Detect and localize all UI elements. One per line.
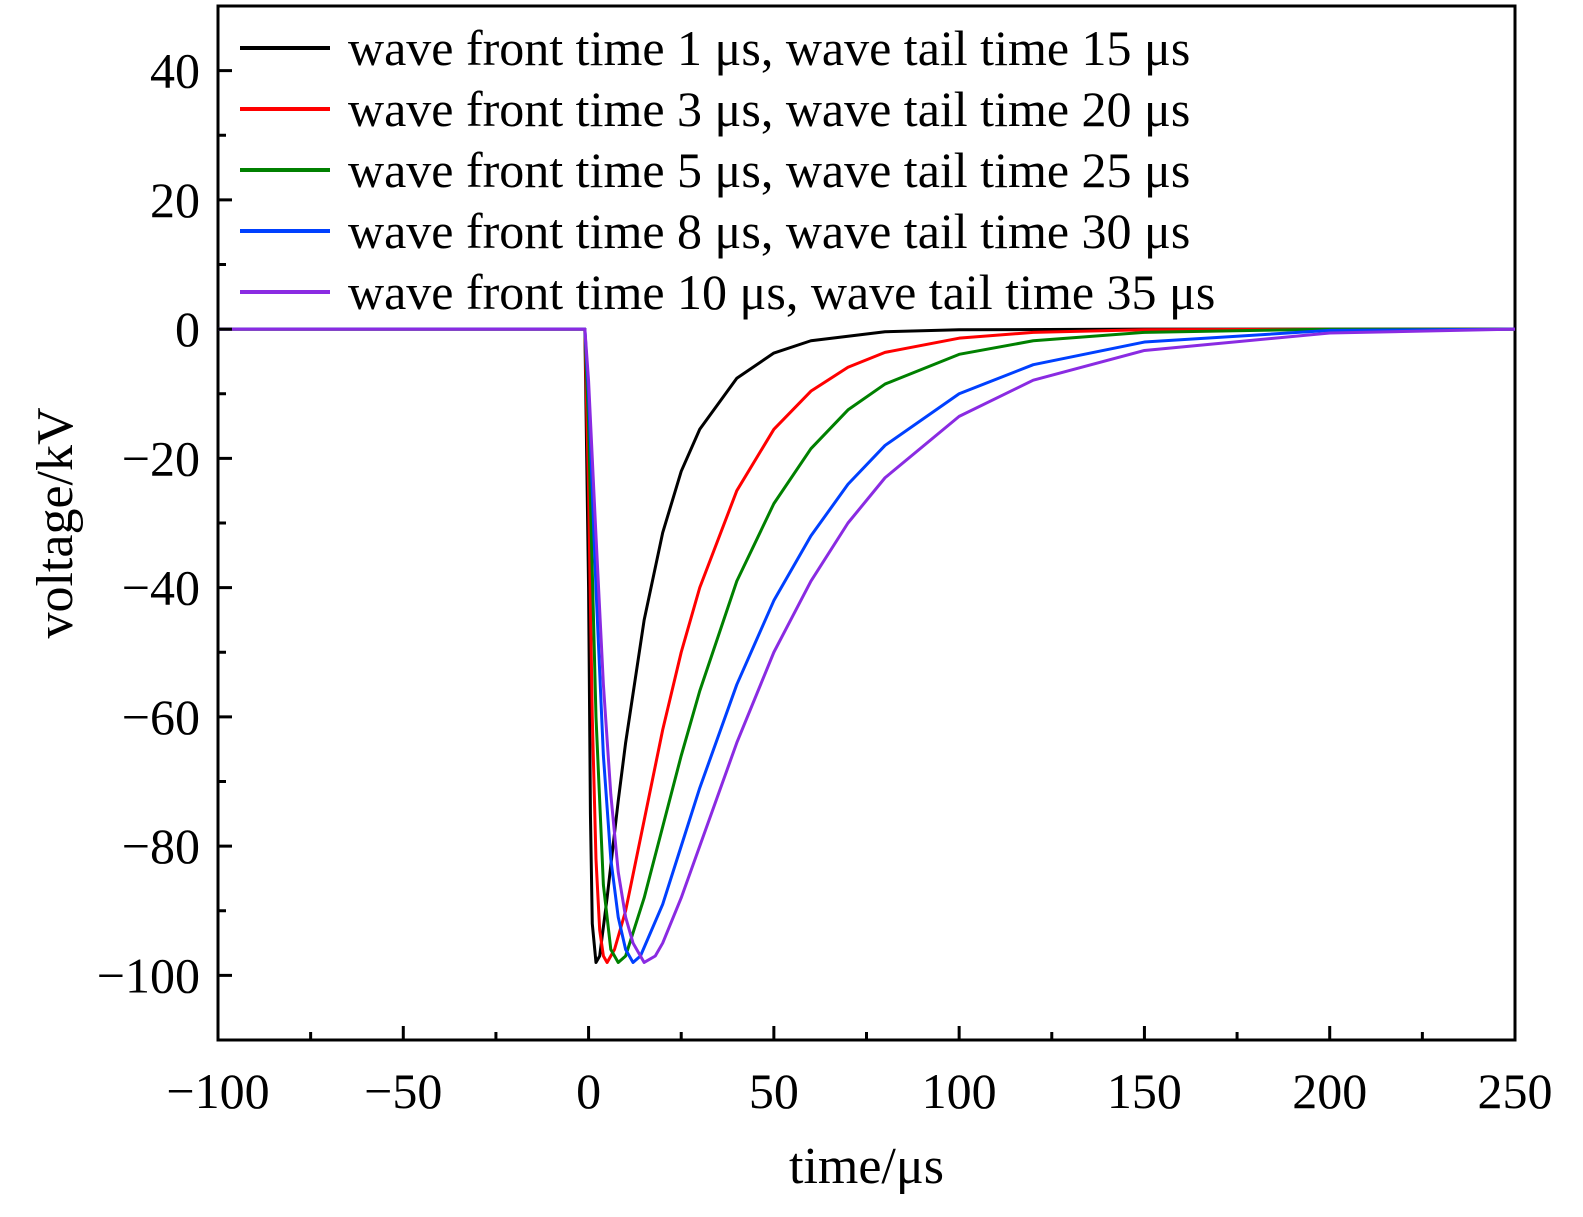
series-layer xyxy=(218,327,1516,964)
y-tick-label: 0 xyxy=(175,301,200,357)
legend-label-2: wave front time 3 μs, wave tail time 20 … xyxy=(348,81,1190,137)
x-tick-label: 250 xyxy=(1478,1063,1553,1119)
y-tick-label: −60 xyxy=(122,689,200,745)
x-axis-label: time/μs xyxy=(789,1138,944,1195)
series-line-5 xyxy=(218,327,1516,964)
legend-label-3: wave front time 5 μs, wave tail time 25 … xyxy=(348,142,1190,198)
series-line-3 xyxy=(218,327,1515,964)
x-tick-label: 50 xyxy=(749,1063,799,1119)
series-line-1 xyxy=(218,327,1515,964)
x-tick-label: 200 xyxy=(1292,1063,1367,1119)
x-tick-label: 0 xyxy=(576,1063,601,1119)
legend: wave front time 1 μs, wave tail time 15 … xyxy=(240,20,1215,320)
series-line-2 xyxy=(218,327,1515,964)
y-tick-label: −20 xyxy=(122,430,200,486)
y-axis-label: voltage/kV xyxy=(27,407,84,638)
y-tick-label: 20 xyxy=(150,172,200,228)
y-tick-label: −80 xyxy=(122,818,200,874)
legend-label-4: wave front time 8 μs, wave tail time 30 … xyxy=(348,203,1190,259)
y-tick-label: 40 xyxy=(150,43,200,99)
x-tick-label: −50 xyxy=(364,1063,442,1119)
legend-label-1: wave front time 1 μs, wave tail time 15 … xyxy=(348,20,1190,76)
y-tick-label: −40 xyxy=(122,560,200,616)
series-line-4 xyxy=(218,327,1516,964)
axes-layer: −100 −50 0 50 100 150 200 250 −100 −80 −60 −40 −20 0 2… xyxy=(97,43,1553,1119)
x-tick-label: 100 xyxy=(922,1063,997,1119)
x-tick-label: −100 xyxy=(166,1063,269,1119)
legend-label-5: wave front time 10 μs, wave tail time 35… xyxy=(348,264,1215,320)
y-tick-label: −100 xyxy=(97,947,200,1003)
x-tick-label: 150 xyxy=(1107,1063,1182,1119)
